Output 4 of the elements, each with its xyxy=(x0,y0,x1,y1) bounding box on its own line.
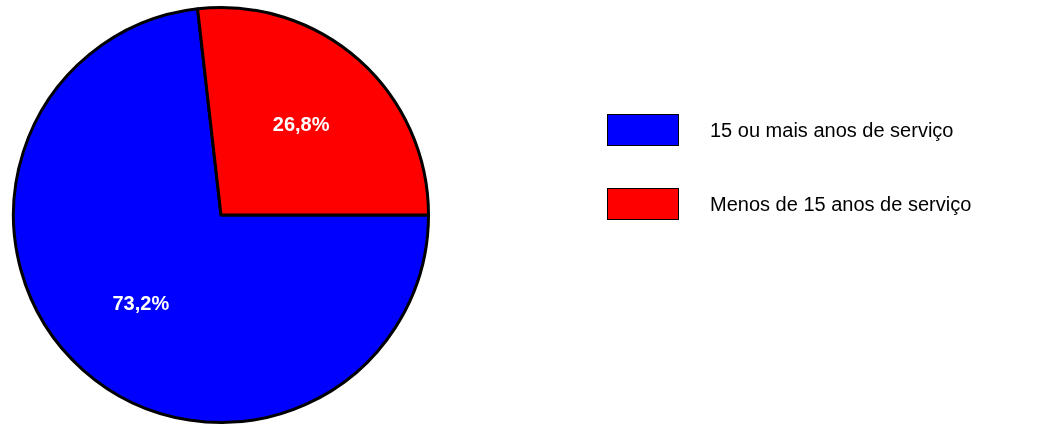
data-label: 26,8% xyxy=(272,112,330,135)
data-label: 73,2% xyxy=(112,292,170,315)
legend-label: 15 ou mais anos de serviço xyxy=(710,118,954,142)
legend-label: Menos de 15 anos de serviço xyxy=(710,192,972,216)
